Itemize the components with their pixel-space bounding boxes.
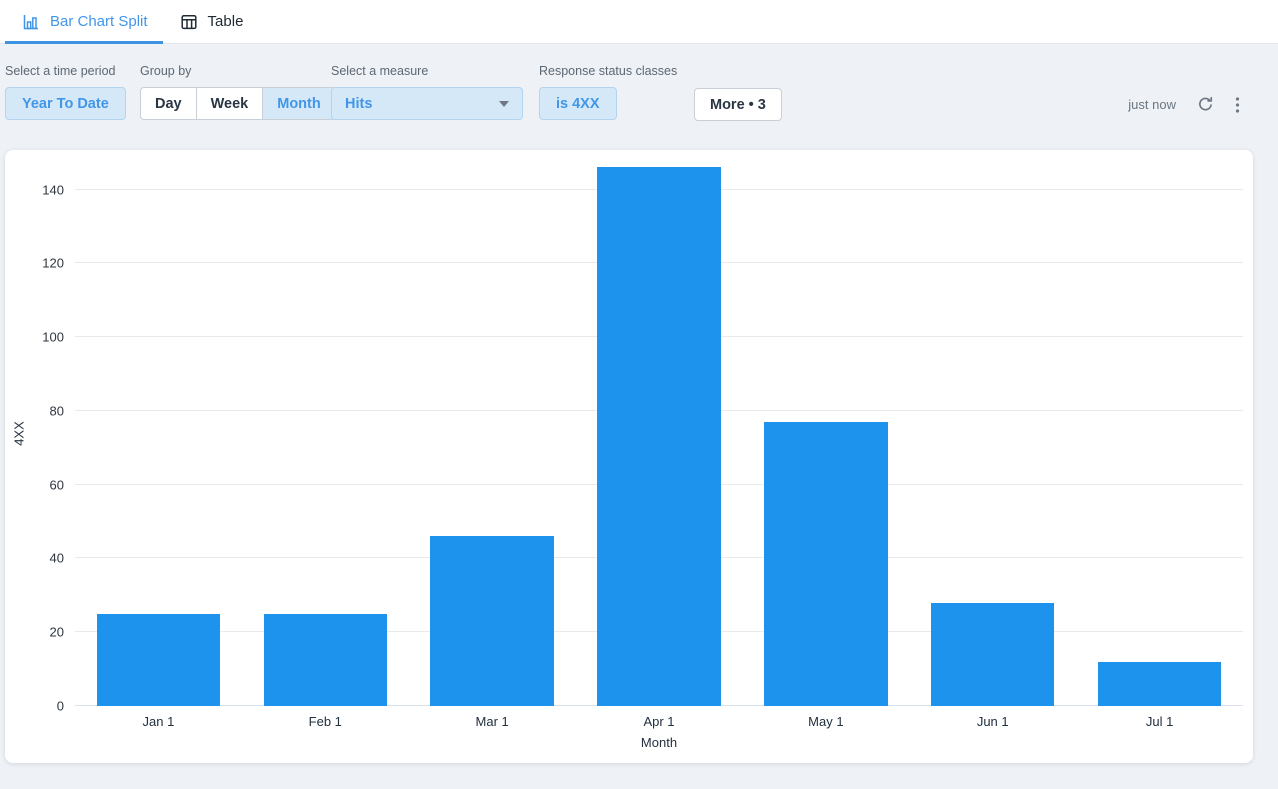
time-period-group: Select a time period Year To Date	[5, 64, 126, 120]
bar-jul-1[interactable]	[1097, 661, 1222, 706]
x-tick-label: Mar 1	[475, 714, 509, 729]
x-axis-labels: Jan 1 Feb 1 Mar 1 Apr 1 May 1 Jun 1 Jul 1	[75, 714, 1243, 730]
group-by-month[interactable]: Month	[263, 88, 335, 119]
bar-may-1[interactable]	[764, 421, 888, 706]
y-axis-ticks: 0 20 40 60 80 100 120 140	[30, 160, 64, 712]
group-by-day[interactable]: Day	[141, 88, 197, 119]
plot-area	[75, 160, 1243, 706]
y-tick-label: 100	[42, 329, 64, 345]
x-tick-label: May 1	[808, 714, 844, 729]
measure-label: Select a measure	[331, 64, 429, 78]
bar-slot	[909, 160, 1076, 706]
bar-slot	[576, 160, 743, 706]
bar-slot	[1076, 160, 1243, 706]
measure-select[interactable]: Hits	[331, 87, 523, 120]
tab-bar-chart-split[interactable]: Bar Chart Split	[5, 0, 163, 44]
refresh-cluster: just now	[1128, 88, 1240, 121]
y-tick-label: 0	[56, 698, 64, 714]
x-tick-label: Feb 1	[308, 714, 342, 729]
group-by-week[interactable]: Week	[197, 88, 264, 119]
group-by-segmented-control: Day Week Month	[140, 87, 336, 120]
y-tick-label: 60	[49, 477, 64, 493]
x-tick-label: Apr 1	[643, 714, 675, 729]
bar-slot	[242, 160, 409, 706]
table-icon	[180, 13, 198, 31]
chevron-down-icon	[499, 100, 509, 107]
bar-slot	[75, 160, 242, 706]
bar-slot	[742, 160, 909, 706]
status-classes-label: Response status classes	[539, 64, 678, 78]
bar-apr-1[interactable]	[597, 167, 721, 706]
bar-feb-1[interactable]	[263, 613, 388, 706]
bars-row	[75, 160, 1243, 706]
more-filters-button[interactable]: More • 3	[694, 88, 782, 121]
y-tick-label: 20	[49, 624, 64, 640]
y-tick-label: 120	[42, 255, 64, 271]
tab-table[interactable]: Table	[163, 0, 259, 43]
bar-jan-1[interactable]	[96, 613, 221, 706]
measure-group: Select a measure Hits	[331, 64, 523, 120]
x-axis-title: Month	[640, 735, 678, 750]
y-axis-title: 4XX	[11, 421, 27, 446]
bar-mar-1[interactable]	[430, 536, 554, 706]
tab-bar: Bar Chart Split Table	[0, 0, 1278, 44]
y-tick-label: 140	[42, 182, 64, 198]
tab-label: Table	[207, 13, 244, 30]
group-by-group: Group by Day Week Month	[140, 64, 336, 120]
bar-chart-icon	[22, 13, 40, 31]
group-by-label: Group by	[140, 64, 192, 78]
x-tick-label: Jul 1	[1145, 714, 1174, 729]
y-tick-label: 80	[49, 403, 64, 419]
last-updated-text: just now	[1128, 97, 1176, 112]
y-tick-label: 40	[49, 550, 64, 566]
x-tick-label: Jun 1	[976, 714, 1009, 729]
time-period-label: Select a time period	[5, 64, 116, 78]
bar-jun-1[interactable]	[930, 602, 1055, 706]
x-tick-label: Jan 1	[142, 714, 175, 729]
filter-toolbar: Select a time period Year To Date Group …	[0, 44, 1278, 150]
refresh-icon[interactable]	[1197, 96, 1214, 113]
chart-card: 4XX 0 20 40 60 80 100 120 140 Jan 1 Feb 1 Mar 1 Ap…	[5, 150, 1253, 763]
kebab-menu-icon[interactable]	[1235, 96, 1240, 114]
tab-label: Bar Chart Split	[50, 13, 148, 30]
status-classes-group: Response status classes is 4XX	[539, 64, 677, 120]
measure-select-value: Hits	[345, 95, 373, 112]
status-classes-button[interactable]: is 4XX	[539, 87, 617, 120]
bar-slot	[409, 160, 576, 706]
time-period-button[interactable]: Year To Date	[5, 87, 126, 120]
